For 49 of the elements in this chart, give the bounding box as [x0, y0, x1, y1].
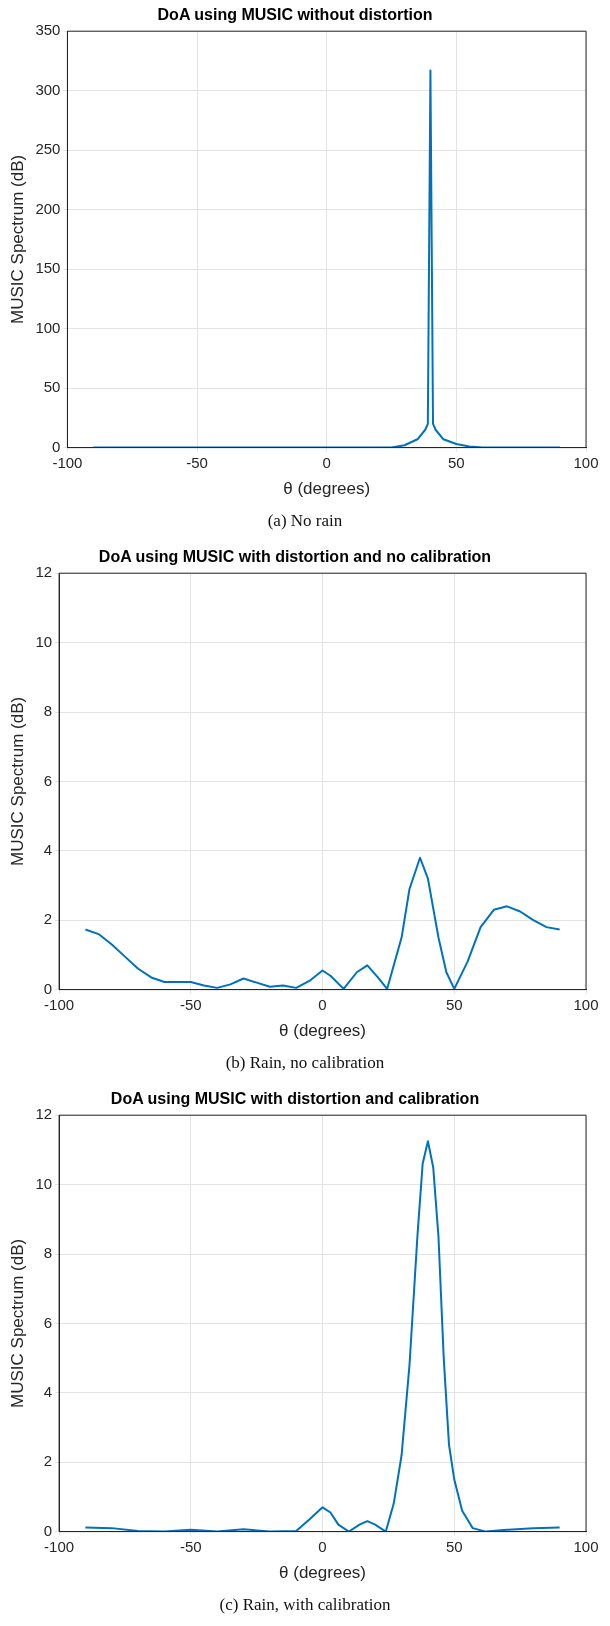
y-tick-label: 250: [35, 140, 61, 158]
y-tick-label: 2: [43, 1452, 53, 1470]
y-axis-title: MUSIC Spectrum (dB): [7, 1238, 27, 1408]
x-tick-label: -50: [179, 1537, 202, 1555]
y-axis-title: MUSIC Spectrum (dB): [7, 696, 27, 866]
y-tick-label: 4: [43, 840, 53, 858]
chart-title: DoA using MUSIC with distortion and calibration: [110, 1090, 480, 1108]
text: (c) Rain, with calibration: [218, 1594, 392, 1616]
x-tick-label: 0: [322, 453, 331, 471]
y-tick-label: 0: [52, 437, 61, 455]
y-tick-label: 150: [35, 259, 61, 277]
y-tick-label: 6: [43, 771, 53, 789]
x-tick-label: -100: [52, 453, 83, 471]
x-tick-label: -100: [44, 1537, 75, 1555]
y-tick-label: 10: [35, 1174, 53, 1192]
y-tick-label: 12: [35, 563, 53, 581]
x-axis-title: θ (degrees): [279, 1563, 367, 1583]
text: (a) No rain: [266, 510, 344, 532]
x-axis-title: θ (degrees): [279, 1021, 367, 1041]
x-axis-title: θ (degrees): [283, 479, 371, 499]
x-tick-label: 100: [573, 453, 599, 471]
y-tick-label: 8: [43, 1244, 53, 1262]
x-tick-label: 0: [318, 995, 327, 1013]
x-tick-label: 50: [445, 1537, 463, 1555]
y-tick-label: 12: [35, 1105, 53, 1123]
y-tick-label: 0: [43, 1521, 53, 1539]
x-tick-label: 0: [318, 1537, 327, 1555]
y-tick-label: 300: [35, 80, 61, 98]
x-tick-label: -100: [44, 995, 75, 1013]
chart-title: DoA using MUSIC with distortion and no calibration: [98, 548, 492, 566]
y-tick-label: 0: [43, 979, 53, 997]
y-axis-title: MUSIC Spectrum (dB): [7, 154, 27, 324]
y-tick-label: 6: [43, 1313, 53, 1331]
x-tick-label: -50: [179, 995, 202, 1013]
x-tick-label: 100: [573, 995, 599, 1013]
y-tick-label: 50: [43, 378, 61, 396]
y-tick-label: 350: [35, 21, 61, 39]
y-tick-label: 100: [35, 318, 61, 336]
chart-title: DoA using MUSIC without distortion: [157, 6, 433, 24]
y-tick-label: 10: [35, 632, 53, 650]
text: (b) Rain, no calibration: [224, 1052, 386, 1074]
x-tick-label: 100: [573, 1537, 599, 1555]
y-tick-label: 2: [43, 910, 53, 928]
x-tick-label: 50: [445, 995, 463, 1013]
y-tick-label: 4: [43, 1382, 53, 1400]
x-tick-label: -50: [186, 453, 208, 471]
y-tick-label: 8: [43, 702, 53, 720]
y-tick-label: 200: [35, 199, 61, 217]
x-tick-label: 50: [448, 453, 465, 471]
